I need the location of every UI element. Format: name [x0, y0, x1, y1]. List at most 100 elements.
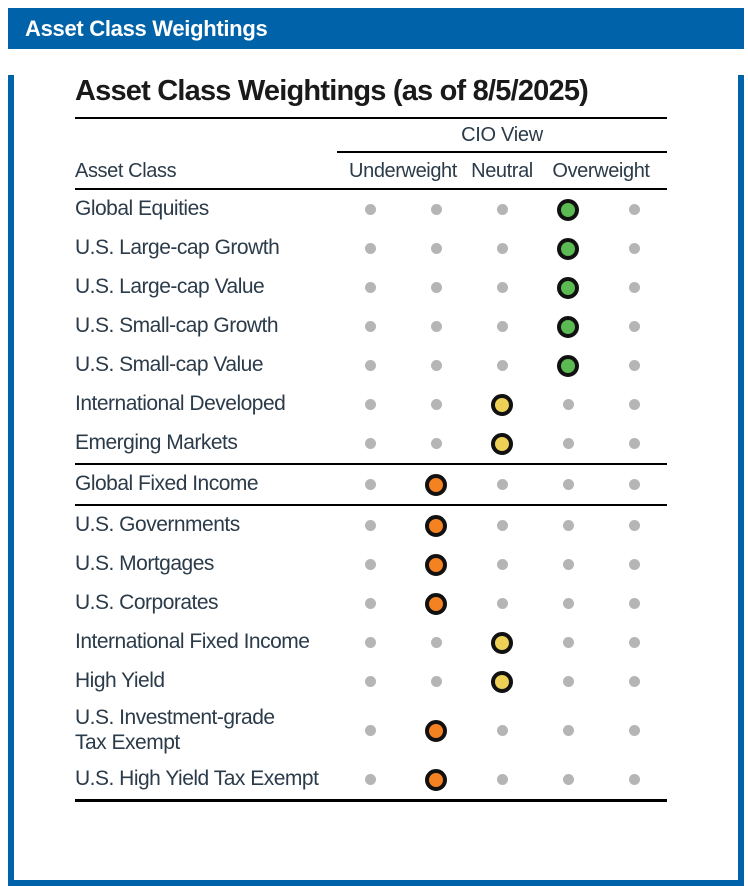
dot-cell [469, 506, 535, 545]
dot-cell [469, 268, 535, 307]
yellow-active-dot [491, 393, 513, 416]
inactive-dot [628, 559, 640, 570]
table-row: U.S. Large-cap Value [75, 268, 667, 307]
dot-cell [535, 760, 601, 799]
dot-cell [601, 229, 667, 268]
dot-cell [403, 760, 469, 799]
inactive-dot [496, 321, 508, 332]
dot-cell [337, 307, 403, 346]
inactive-dot [364, 282, 376, 293]
dot-cell [469, 190, 535, 229]
inactive-dot [496, 520, 508, 531]
underweight-column-header: Underweight [349, 160, 457, 182]
inactive-dot [364, 676, 376, 687]
orange-active-dot [425, 768, 447, 791]
dot-cell [535, 346, 601, 385]
dot-cell [403, 424, 469, 463]
inactive-dot [628, 520, 640, 531]
dot-cell [535, 268, 601, 307]
inactive-dot [364, 520, 376, 531]
inactive-dot [430, 360, 442, 371]
row-label: U.S. High Yield Tax Exempt [75, 767, 319, 791]
dot-cell [535, 584, 601, 623]
inactive-dot [628, 598, 640, 609]
table-row: High Yield [75, 662, 667, 701]
inactive-dot [364, 399, 376, 410]
dot-cell [337, 701, 403, 760]
inactive-dot [496, 243, 508, 254]
dot-cell [469, 584, 535, 623]
dot-cell [469, 760, 535, 799]
inactive-dot [496, 360, 508, 371]
dot-cell [469, 662, 535, 701]
row-label: U.S. Corporates [75, 591, 219, 615]
inactive-dot [628, 243, 640, 254]
inactive-dot [364, 204, 376, 215]
dot-cell [601, 307, 667, 346]
inactive-dot [496, 282, 508, 293]
dot-cell [601, 760, 667, 799]
table-row: U.S. Small-cap Growth [75, 307, 667, 346]
dot-cell [601, 584, 667, 623]
table-row: Global Equities [75, 190, 667, 229]
inactive-dot [628, 438, 640, 449]
inactive-dot [430, 399, 442, 410]
dot-cell [337, 190, 403, 229]
dot-cell [403, 623, 469, 662]
dot-cell [337, 545, 403, 584]
row-label: U.S. Investment-grade Tax Exempt [75, 706, 275, 754]
dot-cell [469, 545, 535, 584]
green-active-dot [557, 315, 579, 338]
row-label: U.S. Large-cap Growth [75, 236, 280, 260]
inactive-dot [430, 282, 442, 293]
table-row: Emerging Markets [75, 424, 667, 465]
dot-cell [337, 465, 403, 504]
dot-cell [535, 465, 601, 504]
row-label: U.S. Small-cap Value [75, 353, 264, 377]
asset-class-column-header: Asset Class [75, 160, 177, 182]
dot-cell [601, 545, 667, 584]
dot-cell [535, 385, 601, 424]
inactive-dot [628, 676, 640, 687]
table-row: International Fixed Income [75, 623, 667, 662]
dot-cell [469, 465, 535, 504]
yellow-active-dot [491, 631, 513, 654]
panel-header-title: Asset Class Weightings [25, 15, 268, 41]
dot-cell [601, 465, 667, 504]
inactive-dot [364, 321, 376, 332]
dot-cell [337, 760, 403, 799]
weightings-table: Asset Class Weightings (as of 8/5/2025) … [75, 75, 667, 802]
inactive-dot [496, 598, 508, 609]
dot-cell [337, 623, 403, 662]
inactive-dot [628, 774, 640, 785]
inactive-dot [496, 725, 508, 736]
dot-cell [403, 268, 469, 307]
dot-cell [601, 346, 667, 385]
dot-cell [601, 701, 667, 760]
dot-cell [337, 229, 403, 268]
inactive-dot [562, 598, 574, 609]
inactive-dot [364, 479, 376, 490]
dot-cell [337, 268, 403, 307]
row-label: U.S. Governments [75, 513, 240, 537]
panel-header-bar: Asset Class Weightings [8, 8, 744, 49]
table-row: U.S. High Yield Tax Exempt [75, 760, 667, 799]
row-label: International Fixed Income [75, 630, 310, 654]
dot-cell [403, 701, 469, 760]
orange-active-dot [425, 473, 447, 496]
row-label: U.S. Small-cap Growth [75, 314, 279, 338]
dot-cell [337, 584, 403, 623]
dot-cell [469, 346, 535, 385]
asset-class-weightings-panel: Asset Class Weightings Asset Class Weigh… [8, 8, 744, 886]
dot-cell [403, 506, 469, 545]
dot-cell [403, 346, 469, 385]
dot-cell [403, 385, 469, 424]
inactive-dot [628, 282, 640, 293]
inactive-dot [364, 598, 376, 609]
dot-cell [403, 465, 469, 504]
dot-cell [469, 701, 535, 760]
dot-cell [403, 229, 469, 268]
inactive-dot [628, 637, 640, 648]
table-row: U.S. Large-cap Growth [75, 229, 667, 268]
overweight-column-header: Overweight [552, 160, 650, 182]
